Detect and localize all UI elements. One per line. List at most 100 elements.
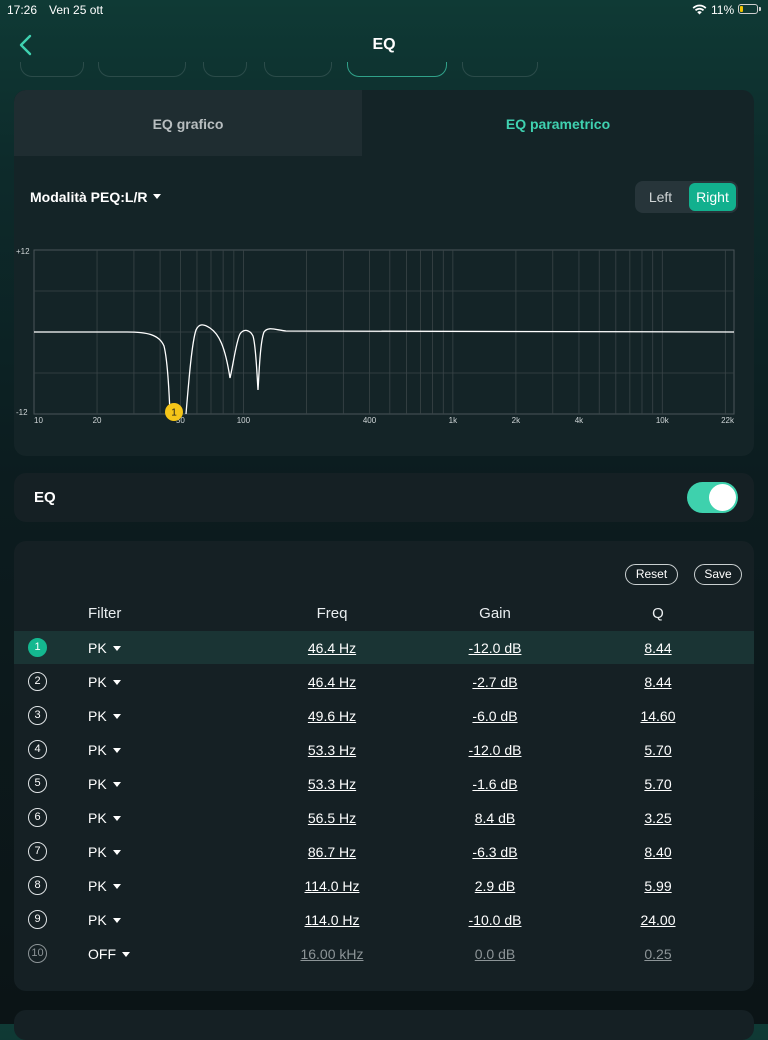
filter-index-badge[interactable]: 4 xyxy=(28,740,47,759)
peq-mode-dropdown[interactable]: Modalità PEQ:L/R xyxy=(30,189,148,205)
caret-down-icon xyxy=(112,782,121,787)
filter-type-label: PK xyxy=(88,742,107,758)
eq-toggle-label: EQ xyxy=(34,489,56,506)
filter-q-value[interactable]: 8.44 xyxy=(644,640,672,656)
x-tick-label: 400 xyxy=(363,416,377,425)
filter-freq-value[interactable]: 46.4 Hz xyxy=(307,674,357,690)
filter-freq-value[interactable]: 56.5 Hz xyxy=(307,810,357,826)
x-tick-label: 4k xyxy=(575,416,584,425)
next-card xyxy=(14,1010,754,1040)
filter-freq-value[interactable]: 114.0 Hz xyxy=(304,912,360,928)
filter-freq-value[interactable]: 53.3 Hz xyxy=(307,742,357,758)
filter-gain-value[interactable]: -12.0 dB xyxy=(468,742,522,758)
save-button[interactable]: Save xyxy=(694,564,742,585)
caret-down-icon xyxy=(112,816,121,821)
filter-index-badge[interactable]: 2 xyxy=(28,672,47,691)
table-row[interactable]: 9 PK 114.0 Hz -10.0 dB 24.00 xyxy=(14,903,754,937)
caret-down-icon[interactable] xyxy=(153,194,161,199)
filter-type-label: PK xyxy=(88,810,107,826)
filter-q-value[interactable]: 8.40 xyxy=(644,844,672,860)
tab-graphic-eq-label[interactable]: EQ grafico xyxy=(152,116,224,132)
filter-freq-value[interactable]: 114.0 Hz xyxy=(304,878,360,894)
filter-type-dropdown[interactable]: OFF xyxy=(88,946,130,962)
filter-type-dropdown[interactable]: PK xyxy=(88,844,121,860)
eq-enable-switch[interactable] xyxy=(687,482,738,513)
filter-gain-value[interactable]: -10.0 dB xyxy=(468,912,522,928)
filter-q-value[interactable]: 0.25 xyxy=(644,946,672,962)
filter-gain-value[interactable]: 8.4 dB xyxy=(474,810,516,826)
table-row[interactable]: 8 PK 114.0 Hz 2.9 dB 5.99 xyxy=(14,869,754,903)
preset-chip[interactable] xyxy=(264,62,332,77)
table-row[interactable]: 2 PK 46.4 Hz -2.7 dB 8.44 xyxy=(14,665,754,699)
filter-q-value[interactable]: 14.60 xyxy=(640,708,676,724)
filter-gain-value[interactable]: -6.3 dB xyxy=(472,844,518,860)
filter-type-dropdown[interactable]: PK xyxy=(88,708,121,724)
x-tick-label: 1k xyxy=(449,416,458,425)
table-row[interactable]: 7 PK 86.7 Hz -6.3 dB 8.40 xyxy=(14,835,754,869)
filter-freq-value[interactable]: 86.7 Hz xyxy=(307,844,357,860)
preset-chip[interactable] xyxy=(462,62,538,77)
filter-gain-value[interactable]: 0.0 dB xyxy=(474,946,516,962)
tab-parametric-eq-label[interactable]: EQ parametrico xyxy=(505,116,611,132)
caret-down-icon xyxy=(112,850,121,855)
filter-freq-value[interactable]: 53.3 Hz xyxy=(307,776,357,792)
preset-chip[interactable] xyxy=(98,62,186,77)
filter-gain-value[interactable]: -2.7 dB xyxy=(472,674,518,690)
filter-q-value[interactable]: 3.25 xyxy=(644,810,672,826)
filter-index-badge[interactable]: 10 xyxy=(28,944,47,963)
filter-q-value[interactable]: 5.99 xyxy=(644,878,672,894)
filter-type-dropdown[interactable]: PK xyxy=(88,912,121,928)
filter-gain-value[interactable]: 2.9 dB xyxy=(474,878,516,894)
filter-index-badge[interactable]: 3 xyxy=(28,706,47,725)
filter-index-badge[interactable]: 7 xyxy=(28,842,47,861)
filter-index-badge[interactable]: 6 xyxy=(28,808,47,827)
filter-type-dropdown[interactable]: PK xyxy=(88,776,121,792)
filter-type-dropdown[interactable]: PK xyxy=(88,810,121,826)
column-header-freq: Freq xyxy=(316,605,348,622)
table-row[interactable]: 5 PK 53.3 Hz -1.6 dB 5.70 xyxy=(14,767,754,801)
reset-button[interactable]: Reset xyxy=(625,564,678,585)
filter-freq-value[interactable]: 46.4 Hz xyxy=(307,640,357,656)
wifi-icon xyxy=(692,4,707,15)
filter-q-value[interactable]: 24.00 xyxy=(640,912,676,928)
filter-type-dropdown[interactable]: PK xyxy=(88,640,121,656)
filter-type-dropdown[interactable]: PK xyxy=(88,742,121,758)
filter-index-badge[interactable]: 5 xyxy=(28,774,47,793)
caret-down-icon xyxy=(112,884,121,889)
eq-response-graph[interactable]: +12 -12 10 20 50 100 400 1k 2k 4k 10k 22k 1 xyxy=(14,238,754,438)
caret-down-icon xyxy=(112,748,121,753)
tab-graphic-eq[interactable] xyxy=(14,90,362,156)
table-row[interactable]: 1 PK 46.4 Hz -12.0 dB 8.44 xyxy=(14,631,754,665)
eq-toggle-card xyxy=(14,473,754,522)
table-row[interactable]: 10 OFF 16.00 kHz 0.0 dB 0.25 xyxy=(14,937,754,971)
channel-left-button[interactable]: Left xyxy=(648,189,673,205)
back-chevron-icon[interactable] xyxy=(14,33,38,57)
filter-q-value[interactable]: 5.70 xyxy=(644,742,672,758)
preset-chip[interactable] xyxy=(203,62,247,77)
filter-index-badge[interactable]: 1 xyxy=(28,638,47,657)
eq-panel xyxy=(14,90,754,456)
filter-index-badge[interactable]: 9 xyxy=(28,910,47,929)
filter-freq-value[interactable]: 16.00 kHz xyxy=(300,946,364,962)
preset-chip-selected[interactable] xyxy=(347,62,447,77)
table-row[interactable]: 3 PK 49.6 Hz -6.0 dB 14.60 xyxy=(14,699,754,733)
filter-type-dropdown[interactable]: PK xyxy=(88,674,121,690)
table-row[interactable]: 4 PK 53.3 Hz -12.0 dB 5.70 xyxy=(14,733,754,767)
filter-marker-1[interactable] xyxy=(165,403,183,421)
preset-chip[interactable] xyxy=(20,62,84,77)
page-title: EQ xyxy=(372,36,396,53)
filter-gain-value[interactable]: -12.0 dB xyxy=(468,640,522,656)
filter-gain-value[interactable]: -6.0 dB xyxy=(472,708,518,724)
filter-index-badge[interactable]: 8 xyxy=(28,876,47,895)
filter-type-dropdown[interactable]: PK xyxy=(88,878,121,894)
caret-down-icon xyxy=(112,714,121,719)
filter-q-value[interactable]: 8.44 xyxy=(644,674,672,690)
filter-freq-value[interactable]: 49.6 Hz xyxy=(307,708,357,724)
channel-right-button[interactable]: Right xyxy=(689,183,736,211)
battery-tip xyxy=(759,7,761,11)
table-row[interactable]: 6 PK 56.5 Hz 8.4 dB 3.25 xyxy=(14,801,754,835)
filter-gain-value[interactable]: -1.6 dB xyxy=(472,776,518,792)
caret-down-icon xyxy=(112,918,121,923)
filter-q-value[interactable]: 5.70 xyxy=(644,776,672,792)
x-tick-label: 10k xyxy=(656,416,670,425)
